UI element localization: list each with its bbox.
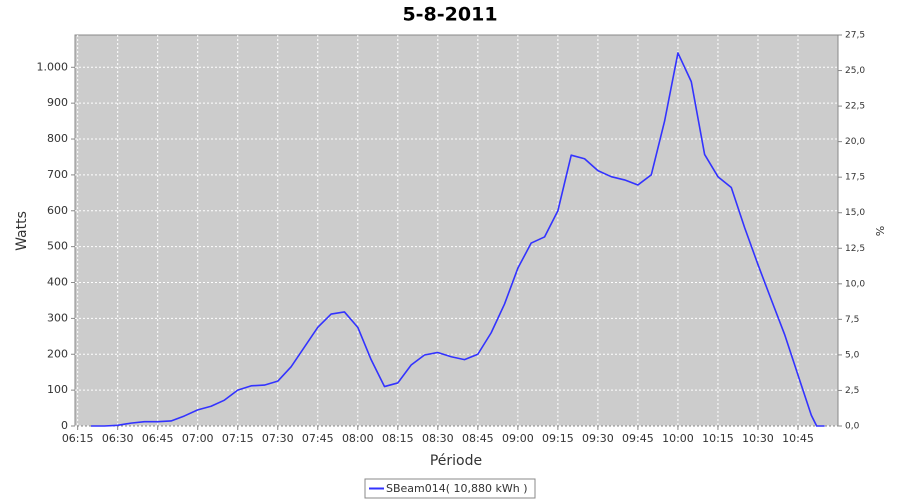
x-tick-label: 10:30 xyxy=(742,432,774,445)
x-tick-label: 06:45 xyxy=(142,432,174,445)
y2-tick-label: 15,0 xyxy=(845,208,865,218)
series-line xyxy=(91,52,825,427)
y-axis-label: Watts xyxy=(14,211,30,251)
y-tick-label: 1.000 xyxy=(37,60,69,73)
x-tick-label: 09:15 xyxy=(542,432,574,445)
x-tick-label: 08:45 xyxy=(462,432,494,445)
y2-tick-label: 22,5 xyxy=(845,102,865,112)
x-tick-label: 08:30 xyxy=(422,432,454,445)
y-tick-label: 300 xyxy=(47,311,68,324)
y-tick-label: 200 xyxy=(47,347,68,360)
x-tick-label: 09:45 xyxy=(622,432,654,445)
y2-tick-label: 27,5 xyxy=(845,31,865,41)
y2-tick-label: 25,0 xyxy=(845,66,865,76)
y-tick-label: 800 xyxy=(47,132,68,145)
y2-tick-label: 0,0 xyxy=(845,422,860,432)
y2-tick-label: 7,5 xyxy=(845,315,859,325)
y2-tick-label: 12,5 xyxy=(845,244,865,254)
y2-tick-label: 10,0 xyxy=(845,279,865,289)
y-tick-label: 700 xyxy=(47,168,68,181)
y2-tick-label: 17,5 xyxy=(845,173,865,183)
x-tick-label: 09:30 xyxy=(582,432,614,445)
x-tick-label: 07:00 xyxy=(182,432,214,445)
y-tick-label: 400 xyxy=(47,276,68,289)
y-tick-label: 0 xyxy=(61,419,68,432)
x-tick-label: 09:00 xyxy=(502,432,534,445)
x-tick-label: 10:00 xyxy=(662,432,694,445)
y2-axis-label: % xyxy=(874,226,887,236)
plot-area xyxy=(74,34,839,427)
x-tick-label: 06:30 xyxy=(102,432,134,445)
x-tick-label: 07:45 xyxy=(302,432,334,445)
x-tick-label: 08:00 xyxy=(342,432,374,445)
y2-tick-label: 20,0 xyxy=(845,137,865,147)
x-tick-label: 10:15 xyxy=(702,432,734,445)
y-tick-label: 500 xyxy=(47,240,68,253)
chart-title: 5-8-2011 xyxy=(402,4,497,26)
x-tick-label: 06:15 xyxy=(62,432,94,445)
y2-tick-label: 5,0 xyxy=(845,350,860,360)
legend-label: SBeam014( 10,880 kWh ) xyxy=(386,482,528,495)
legend xyxy=(364,478,536,499)
x-tick-label: 07:30 xyxy=(262,432,294,445)
x-tick-label: 10:45 xyxy=(782,432,814,445)
y-tick-label: 100 xyxy=(47,383,68,396)
x-axis-label: Période xyxy=(430,453,482,469)
y-tick-label: 900 xyxy=(47,96,68,109)
x-tick-label: 08:15 xyxy=(382,432,414,445)
y-tick-label: 600 xyxy=(47,204,68,217)
y2-tick-label: 2,5 xyxy=(845,386,859,396)
x-tick-label: 07:15 xyxy=(222,432,254,445)
